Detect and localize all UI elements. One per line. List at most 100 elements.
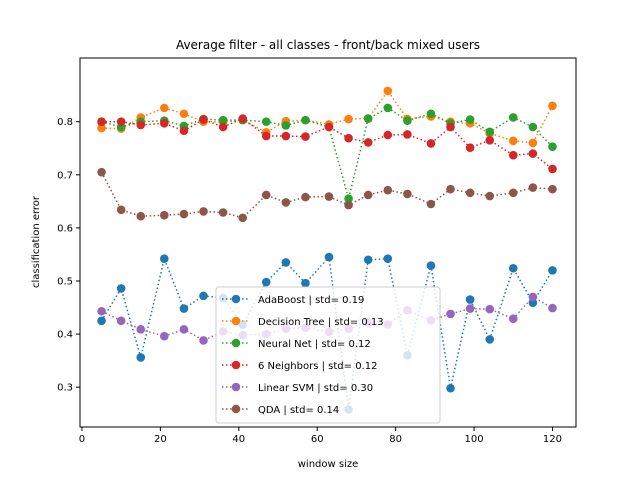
data-point (324, 192, 334, 201)
data-point (199, 115, 208, 124)
data-point (548, 266, 557, 275)
data-point (383, 86, 393, 96)
y-tick-label: 0.8 (57, 117, 73, 128)
data-point (261, 131, 271, 141)
legend-marker (231, 294, 241, 304)
data-point (160, 331, 169, 341)
legend-marker (231, 338, 241, 348)
data-point (344, 200, 353, 210)
data-point (301, 115, 310, 125)
data-point (97, 117, 106, 127)
data-point (465, 115, 475, 124)
legend-item: QDA | std= 0.14 (222, 404, 339, 416)
data-point (199, 336, 208, 345)
data-point (403, 130, 412, 139)
legend-marker (231, 360, 241, 370)
data-point (485, 135, 495, 145)
x-axis: 0 20 40 60 80 100 120 (79, 427, 562, 445)
x-tick-label: 80 (389, 434, 402, 445)
data-point (528, 138, 538, 148)
data-point (324, 122, 334, 132)
legend-label: QDA | std= 0.14 (258, 405, 339, 416)
legend-marker (231, 382, 241, 392)
data-point (97, 306, 106, 316)
y-tick-label: 0.3 (57, 383, 73, 394)
data-point (218, 115, 228, 125)
data-point (160, 119, 169, 128)
data-point (281, 131, 291, 141)
data-point (508, 314, 518, 323)
data-point (179, 109, 189, 119)
data-point (508, 188, 518, 198)
data-point (426, 261, 436, 270)
data-point (383, 103, 393, 113)
x-tick-label: 60 (311, 434, 324, 445)
data-point (528, 149, 538, 158)
data-point (344, 114, 353, 124)
data-point (116, 284, 126, 293)
data-point (199, 291, 208, 301)
legend-box (215, 286, 441, 424)
series-5 (97, 167, 557, 223)
data-point (426, 109, 436, 119)
data-point (344, 133, 353, 143)
data-point (179, 304, 189, 313)
legend-label: AdaBoost | std= 0.19 (258, 295, 364, 306)
data-point (97, 316, 106, 326)
data-point (238, 213, 248, 223)
y-tick-label: 0.4 (57, 330, 73, 341)
x-tick-label: 20 (154, 434, 167, 445)
data-point (363, 190, 373, 200)
data-point (426, 199, 436, 209)
data-point (528, 183, 538, 192)
data-point (363, 255, 373, 265)
data-point (301, 278, 310, 288)
legend-label: Decision Tree | std= 0.13 (258, 317, 384, 328)
data-point (548, 184, 557, 194)
data-point (383, 130, 393, 140)
data-point (324, 252, 334, 262)
chart-title: Average filter - all classes - front/bac… (176, 38, 480, 52)
x-tick-label: 40 (232, 434, 245, 445)
data-point (446, 184, 455, 194)
plot-frame (79, 57, 577, 428)
data-point (528, 122, 538, 132)
data-point (446, 122, 455, 132)
data-point (548, 142, 557, 151)
data-point (116, 205, 126, 215)
y-axis: 0.3 0.4 0.5 0.6 0.7 0.8 (57, 117, 80, 394)
data-point (218, 208, 228, 217)
data-point (261, 277, 271, 287)
data-point (160, 103, 169, 113)
data-point (508, 113, 518, 122)
data-point (238, 114, 248, 123)
data-point (403, 189, 412, 199)
data-point (528, 292, 538, 302)
y-axis-label: classification error (31, 195, 42, 288)
data-point (179, 325, 189, 334)
y-tick-label: 0.5 (57, 276, 73, 287)
y-tick-label: 0.6 (57, 223, 73, 234)
data-point (446, 383, 455, 393)
y-tick-label: 0.7 (57, 170, 73, 181)
series-line (101, 117, 553, 170)
data-point (160, 210, 169, 220)
x-tick-label: 100 (465, 434, 484, 445)
legend-item: 6 Neighbors | std= 0.12 (222, 360, 377, 372)
data-point (465, 143, 475, 153)
series-3 (97, 114, 557, 174)
legend-item: AdaBoost | std= 0.19 (222, 294, 364, 306)
data-point (301, 132, 310, 141)
data-point (160, 254, 169, 263)
data-point (261, 190, 271, 200)
data-point (485, 304, 495, 314)
data-point (218, 122, 228, 132)
data-point (136, 325, 146, 334)
data-point (426, 139, 436, 148)
legend-label: 6 Neighbors | std= 0.12 (258, 361, 377, 372)
data-point (281, 258, 291, 267)
data-point (383, 254, 393, 263)
legend-label: Neural Net | std= 0.12 (258, 339, 371, 350)
legend-marker (231, 316, 241, 326)
data-point (179, 126, 189, 136)
